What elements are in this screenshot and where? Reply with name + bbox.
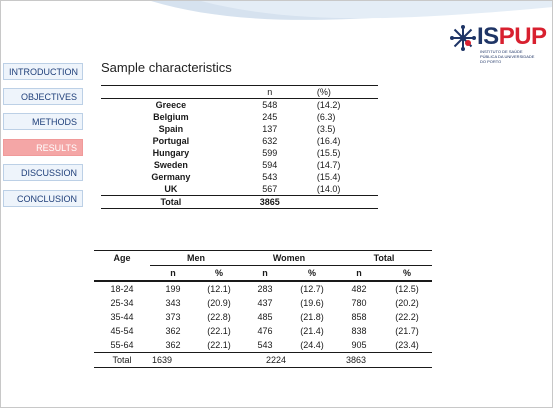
pct-header: (%) — [316, 87, 331, 97]
age-header: Age — [113, 253, 131, 264]
age-sex-table: Age Men Women Total n % n % n % 18-24 199… — [94, 250, 432, 368]
women-header: Women — [242, 250, 336, 266]
country-row: Portugal 632 (16.4) — [152, 136, 341, 146]
men-header: Men — [150, 250, 242, 266]
country-row: Germany 543 (15.4) — [151, 172, 341, 182]
n-header: n — [267, 87, 273, 97]
nav-results[interactable]: RESULTS — [3, 139, 83, 156]
logo-wordmark: ISPUP — [477, 23, 547, 50]
age-row: 25-34 343 (20.9) 437 (19.6) 780 (20.2) — [110, 298, 419, 308]
country-row: Hungary 599 (15.5) — [152, 148, 341, 158]
country-row: Spain 137 (3.5) — [158, 124, 336, 134]
country-row: Sweden 594 (14.7) — [153, 160, 341, 170]
age-row: 45-54 362 (22.1) 476 (21.4) 838 (21.7) — [110, 326, 419, 336]
country-row: Belgium 245 (6.3) — [153, 112, 336, 122]
total-header: Total — [336, 250, 432, 266]
snowflake-logo-icon — [450, 25, 476, 51]
age-row: 18-24 199 (12.1) 283 (12.7) 482 (12.5) — [110, 284, 419, 294]
country-row: UK 567 (14.0) — [164, 184, 341, 194]
age-row: 55-64 362 (22.1) 543 (24.4) 905 (23.4) — [110, 340, 419, 350]
country-row: Greece 548 (14.2) — [155, 100, 341, 110]
country-header — [101, 86, 241, 99]
age-total-row: Total 1639 2224 3863 — [94, 352, 432, 368]
logo-subtitle: INSTITUTO DE SAÚDE PÚBLICA DA UNIVERSIDA… — [480, 49, 535, 64]
nav-conclusion[interactable]: CONCLUSION — [3, 190, 83, 207]
page-title: Sample characteristics — [101, 60, 232, 75]
age-row: 35-44 373 (22.8) 485 (21.8) 858 (22.2) — [110, 312, 419, 322]
country-table: n (%) Greece 548 (14.2) Belgium 245 (6.3) Spai… — [101, 85, 378, 209]
nav-objectives[interactable]: OBJECTIVES — [3, 88, 83, 105]
nav-discussion[interactable]: DISCUSSION — [3, 164, 83, 181]
nav-introduction[interactable]: INTRODUCTION — [3, 63, 83, 80]
ispup-logo: ISPUP INSTITUTO DE SAÚDE PÚBLICA DA UNIV… — [450, 21, 550, 64]
header-wave-decoration — [151, 1, 552, 20]
country-total-row: Total 3865 — [101, 195, 378, 209]
nav-methods[interactable]: METHODS — [3, 113, 83, 130]
